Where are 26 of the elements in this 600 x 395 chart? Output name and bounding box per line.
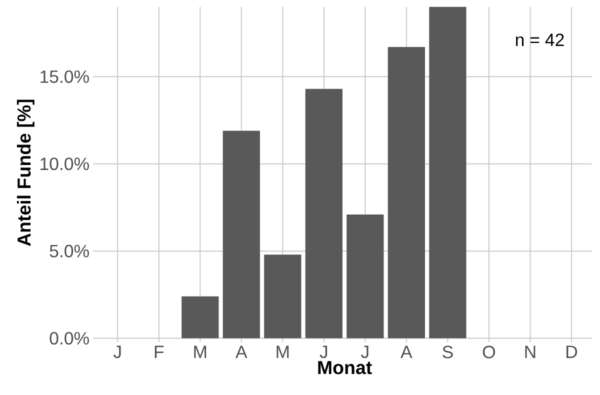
x-axis-title: Monat [318, 361, 372, 374]
y-axis-title: Anteil Funde [%] [16, 100, 34, 246]
bar [346, 214, 384, 339]
x-tick-label: J [361, 346, 368, 358]
x-tick-label: F [154, 346, 164, 358]
bar [388, 47, 426, 339]
y-tick-label: 10.0% [40, 158, 89, 170]
bar [429, 7, 466, 339]
x-tick-label: O [482, 346, 496, 359]
x-tick-label: A [236, 346, 248, 358]
x-tick-label: D [566, 346, 578, 358]
y-tick-label: 0.0% [50, 332, 89, 345]
x-tick-label: N [525, 346, 536, 358]
x-tick-label: S [442, 346, 453, 359]
x-tick-label: A [400, 346, 412, 358]
bar [305, 89, 342, 339]
bar [222, 130, 260, 339]
x-tick-label: J [320, 346, 328, 358]
y-tick-label: 5.0% [50, 245, 89, 258]
x-tick-label: M [194, 346, 206, 358]
annotation: n = 42 [516, 34, 564, 46]
bar [182, 296, 219, 339]
x-tick-label: J [113, 346, 121, 358]
x-tick-label: M [276, 346, 289, 358]
bar [264, 254, 302, 339]
y-tick-label: 15.0% [40, 70, 89, 84]
